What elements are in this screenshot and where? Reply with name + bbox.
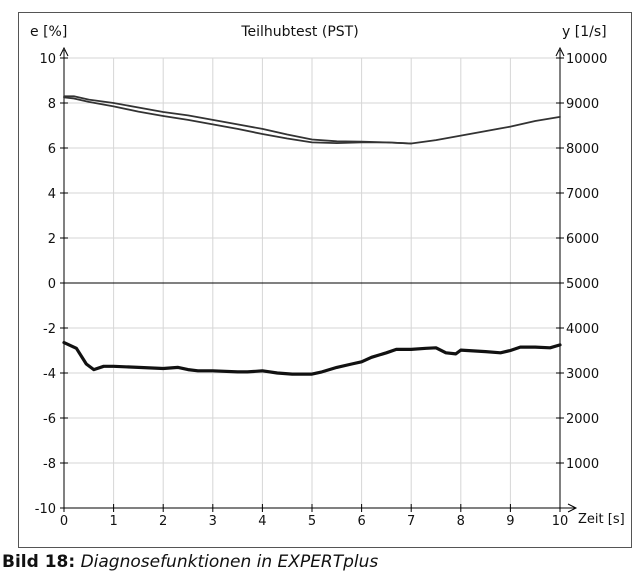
- figure-caption: Bild 18: Diagnosefunktionen in EXPERTplu…: [2, 552, 378, 572]
- y-left-tick-label: 4: [48, 187, 56, 202]
- x-tick-label: 1: [109, 514, 117, 529]
- y-right-tick-label: 8000: [566, 142, 599, 157]
- y-right-axis-label: y [1/s]: [562, 24, 607, 40]
- y-left-tick-label: 8: [48, 97, 56, 112]
- axes: [59, 46, 578, 513]
- x-tick-label: 8: [457, 514, 465, 529]
- y-left-tick-label: -10: [35, 502, 56, 517]
- x-tick-label: 6: [357, 514, 365, 529]
- x-tick-label: 9: [506, 514, 514, 529]
- y-left-tick-label: 0: [48, 277, 56, 292]
- y-left-tick-label: 10: [39, 52, 56, 67]
- y-left-tick-label: 6: [48, 142, 56, 157]
- y-left-tick-label: -2: [43, 322, 56, 337]
- y-left-arrow: [59, 46, 69, 57]
- series-line-2: [63, 96, 413, 145]
- x-tick-label: 7: [407, 514, 415, 529]
- series-line-3: [62, 341, 562, 376]
- y-left-tick-label: -4: [43, 367, 56, 382]
- chart-title: Teilhubtest (PST): [240, 24, 358, 40]
- y-left-tick-label: -8: [43, 457, 56, 472]
- y-right-tick-label: 10000: [566, 52, 607, 67]
- y-right-tick-label: 6000: [566, 232, 599, 247]
- chart-svg: -10-8-6-4-202468101000200030004000500060…: [18, 12, 632, 548]
- caption-text: Diagnosefunktionen in EXPERTplus: [80, 552, 379, 572]
- x-tick-label: 10: [552, 514, 569, 529]
- y-right-tick-label: 7000: [566, 187, 599, 202]
- x-tick-label: 4: [258, 514, 266, 529]
- y-left-tick-label: 2: [48, 232, 56, 247]
- y-right-tick-label: 4000: [566, 322, 599, 337]
- y-right-tick-label: 1000: [566, 457, 599, 472]
- x-tick-label: 0: [60, 514, 68, 529]
- y-right-tick-label: 5000: [566, 277, 599, 292]
- x-tick-label: 3: [209, 514, 217, 529]
- x-arrow: [567, 503, 578, 513]
- pst-chart: -10 -8 -6 -4 -2 0 2 4 6 8 10 1000 2000 3000 4000 5000 60…: [18, 12, 632, 548]
- y-right-tick-label: 2000: [566, 412, 599, 427]
- y-right-tick-label: 9000: [566, 97, 599, 112]
- tick-labels: -10-8-6-4-202468101000200030004000500060…: [35, 52, 608, 529]
- x-tick-label: 5: [308, 514, 316, 529]
- y-left-tick-label: -6: [43, 412, 56, 427]
- x-axis-label: Zeit [s]: [578, 512, 625, 527]
- caption-label: Bild 18:: [2, 552, 76, 572]
- series-line-1: [63, 95, 561, 145]
- x-tick-label: 2: [159, 514, 167, 529]
- y-right-arrow: [555, 46, 565, 57]
- series-layer: [62, 95, 562, 376]
- y-left-axis-label: e [%]: [30, 24, 67, 40]
- y-right-tick-label: 3000: [566, 367, 599, 382]
